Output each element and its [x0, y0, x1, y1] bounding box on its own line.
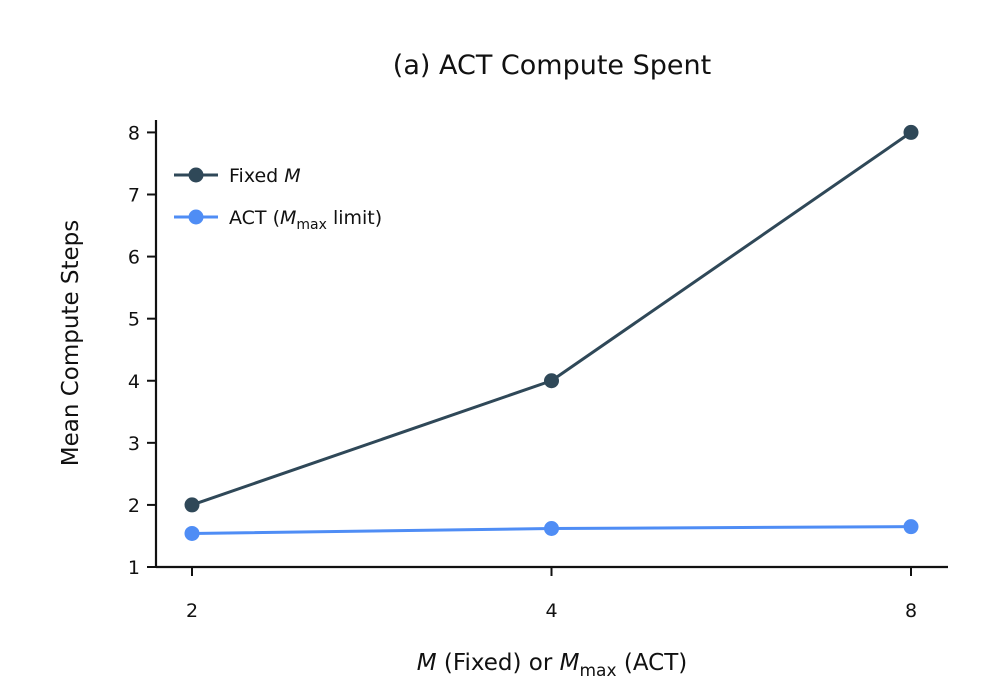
plot-area [184, 124, 919, 541]
data-point-act [544, 521, 559, 537]
y-tick-label: 7 [128, 185, 140, 207]
legend: Fixed M ACT (Mmax limit) [174, 165, 382, 233]
x-axis-label: M (Fixed) or Mmax (ACT) [417, 650, 687, 681]
legend-label-fixed: Fixed M [229, 165, 301, 187]
data-point-fixed [184, 497, 200, 513]
legend-marker-act [188, 209, 204, 225]
series-line-fixed [191, 131, 912, 507]
x-axis-ticks: 2 4 8 [186, 567, 917, 622]
y-tick-label: 6 [128, 247, 140, 269]
data-point-act [184, 525, 200, 541]
y-tick-label: 3 [128, 433, 140, 455]
y-tick-label: 8 [128, 122, 140, 144]
legend-label-act: ACT (Mmax limit) [229, 207, 382, 233]
y-tick-label: 1 [128, 557, 140, 579]
data-point-act [903, 519, 919, 535]
legend-marker-fixed [188, 167, 204, 183]
x-tick-label: 2 [186, 600, 198, 622]
y-tick-label: 4 [128, 371, 140, 393]
data-point-fixed [544, 373, 559, 389]
x-tick-label: 8 [905, 600, 917, 622]
y-tick-label: 5 [128, 309, 140, 331]
y-axis-ticks: 1 2 3 4 5 6 7 8 [128, 122, 156, 579]
data-point-fixed [903, 124, 919, 140]
y-tick-label: 2 [128, 495, 140, 517]
x-tick-label: 4 [545, 600, 557, 622]
chart-title: (a) ACT Compute Spent [393, 50, 711, 81]
y-axis-label: Mean Compute Steps [58, 220, 84, 467]
